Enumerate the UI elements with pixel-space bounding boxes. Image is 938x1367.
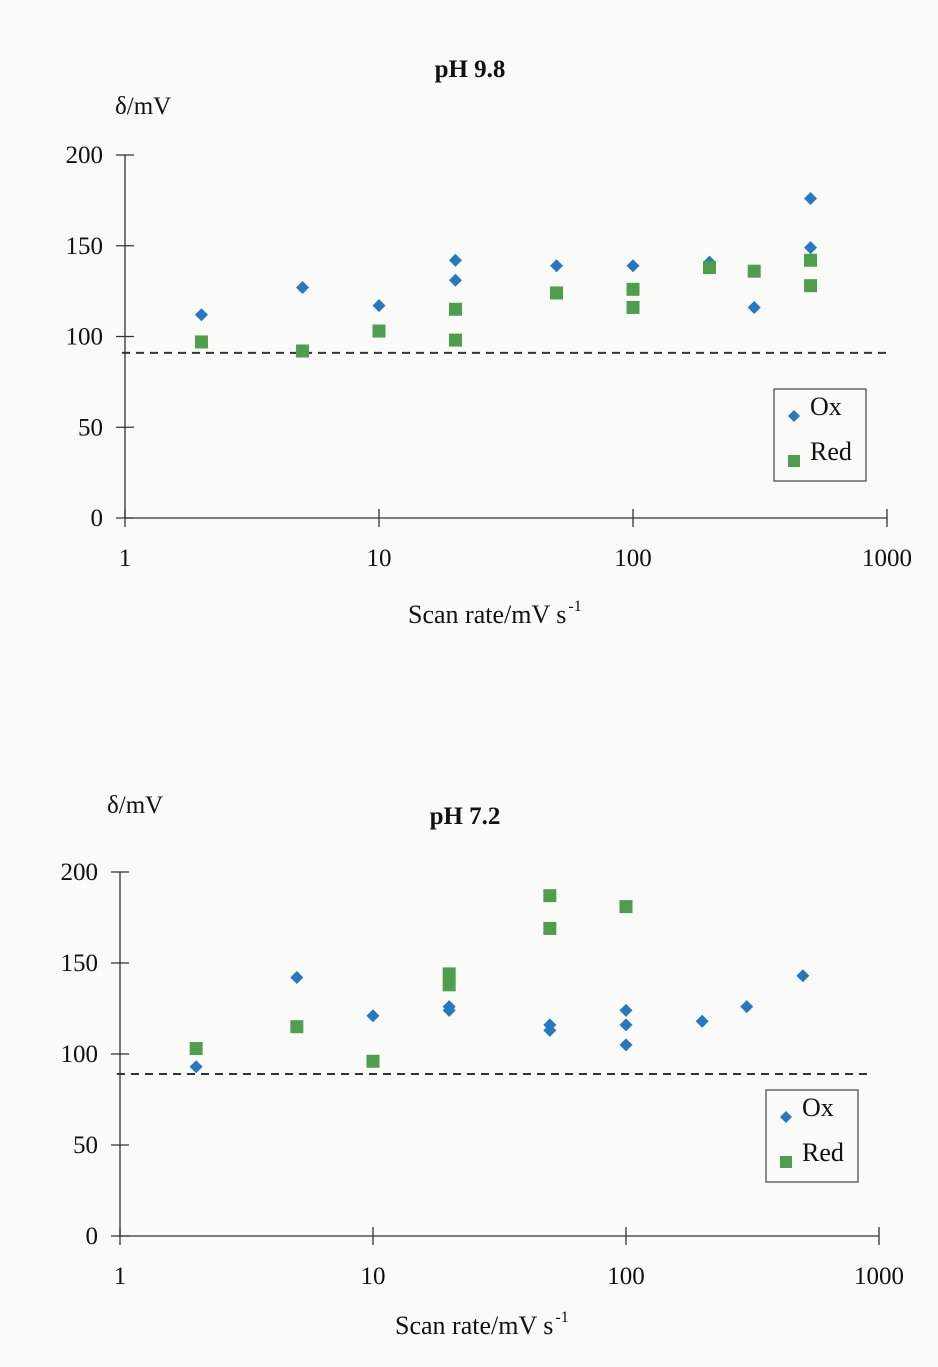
data-point-ox <box>804 192 818 206</box>
data-point-red <box>619 900 633 914</box>
data-point-ox <box>372 299 386 313</box>
legend: Ox Red <box>773 388 867 482</box>
y-tick-label: 100 <box>66 324 104 351</box>
x-tick-label: 1000 <box>862 545 912 572</box>
data-point-red <box>442 967 456 981</box>
data-point-ox <box>619 1038 633 1052</box>
x-axis-label: Scan rate/mV s -1 <box>408 598 582 629</box>
y-tick-label: 0 <box>91 505 104 532</box>
data-point-ox <box>619 1003 633 1017</box>
data-point-ox <box>543 1023 557 1037</box>
legend-label: Ox <box>810 392 842 421</box>
chart-ph-7-2: pH 7.2 δ/mV 0 50 100 150 200 1 10 100 1000 Scan rat… <box>61 792 905 1340</box>
data-point-red <box>543 921 557 935</box>
data-point-ox <box>747 300 761 314</box>
x-tick-label: 100 <box>607 1263 645 1290</box>
y-tick-label: 50 <box>78 414 103 441</box>
data-point-ox <box>695 1014 709 1028</box>
y-tick-label: 150 <box>61 950 99 977</box>
x-tick-label: 1 <box>119 545 132 572</box>
data-point-red <box>372 324 386 338</box>
y-tick-label: 200 <box>61 859 99 886</box>
x-tick-label: 1 <box>114 1263 127 1290</box>
chart-ph-9-8: pH 9.8 δ/mV 0 50 100 150 200 1 10 100 1000 Scan rat… <box>66 56 913 629</box>
y-tick-label: 200 <box>66 142 104 169</box>
data-point-red <box>448 333 462 347</box>
data-point-red <box>296 344 310 358</box>
data-point-ox <box>550 259 564 273</box>
data-point-ox <box>290 971 304 985</box>
legend-marker-ox <box>780 1111 792 1123</box>
data-point-red <box>550 286 564 300</box>
data-point-red <box>543 889 557 903</box>
data-point-ox <box>740 1000 754 1014</box>
legend-marker-red <box>780 1156 792 1168</box>
data-point-red <box>702 261 716 275</box>
data-point-red <box>747 264 761 278</box>
data-point-ox <box>189 1060 203 1074</box>
data-point-ox <box>804 241 818 255</box>
data-point-red <box>448 302 462 316</box>
y-tick-label: 0 <box>86 1223 99 1250</box>
legend-marker-ox <box>788 410 800 422</box>
data-point-ox <box>626 259 640 273</box>
x-tick-label: 1000 <box>854 1263 904 1290</box>
data-point-red <box>189 1042 203 1056</box>
data-point-red <box>804 253 818 267</box>
data-point-ox <box>366 1009 380 1023</box>
x-tick-label: 10 <box>361 1263 386 1290</box>
data-point-ox <box>448 253 462 267</box>
chart-title: pH 7.2 <box>430 803 501 830</box>
data-point-ox <box>442 1003 456 1017</box>
data-point-red <box>804 279 818 293</box>
y-axis-label: δ/mV <box>115 93 171 120</box>
data-point-red <box>290 1020 304 1034</box>
data-point-red <box>442 978 456 992</box>
legend-label: Red <box>802 1138 844 1167</box>
legend-label: Red <box>810 437 852 466</box>
data-point-ox <box>296 280 310 294</box>
y-axis-label: δ/mV <box>107 792 163 819</box>
data-point-red <box>626 300 640 314</box>
x-axis-label-text: Scan rate/mV s <box>395 1311 553 1340</box>
x-axis-label-superscript: -1 <box>568 598 581 615</box>
x-tick-label: 10 <box>367 545 392 572</box>
legend-label: Ox <box>802 1093 834 1122</box>
data-point-red <box>194 335 208 349</box>
data-point-ox <box>619 1018 633 1032</box>
x-axis-label-superscript: -1 <box>555 1309 568 1326</box>
legend: Ox Red <box>765 1089 859 1183</box>
x-axis-label: Scan rate/mV s -1 <box>395 1309 569 1340</box>
data-point-ox <box>194 308 208 322</box>
y-tick-label: 100 <box>61 1041 99 1068</box>
y-tick-label: 150 <box>66 233 104 260</box>
x-axis-label-text: Scan rate/mV s <box>408 600 566 629</box>
data-point-red <box>626 282 640 296</box>
x-tick-label: 100 <box>614 545 652 572</box>
legend-marker-red <box>788 455 800 467</box>
data-point-red <box>366 1054 380 1068</box>
chart-title: pH 9.8 <box>435 56 506 83</box>
data-point-ox <box>796 969 810 983</box>
data-point-ox <box>448 273 462 287</box>
y-tick-label: 50 <box>73 1132 98 1159</box>
